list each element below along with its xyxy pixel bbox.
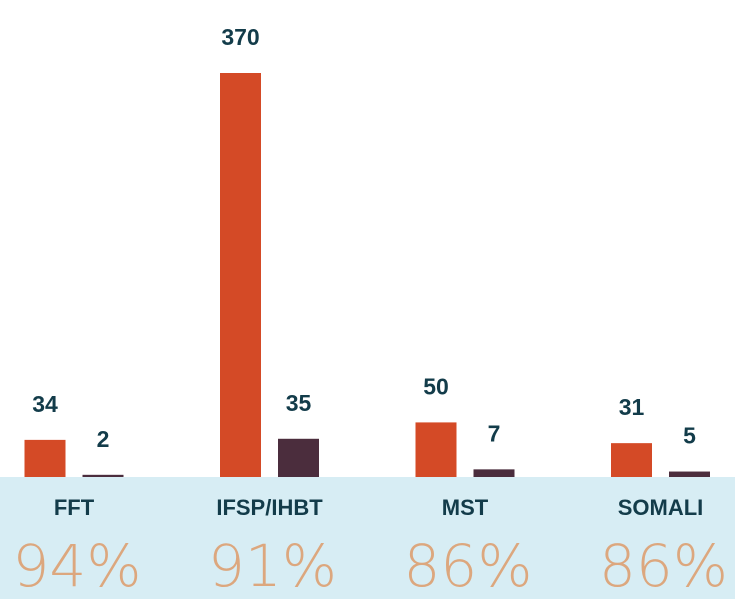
- bar: [278, 438, 319, 477]
- bar: [669, 471, 710, 477]
- label-band: [0, 477, 735, 599]
- bar: [473, 469, 515, 477]
- data-label: 31: [619, 394, 645, 420]
- bar: [611, 443, 652, 477]
- data-label: 50: [423, 373, 449, 399]
- data-label: 2: [97, 426, 110, 452]
- bar: [82, 474, 124, 477]
- percent-label: 86%: [599, 532, 728, 599]
- bar: [220, 73, 261, 477]
- percent-label: 86%: [404, 532, 533, 599]
- bar: [24, 439, 66, 477]
- data-label: 370: [221, 24, 259, 50]
- category-label: SOMALI: [618, 495, 704, 520]
- bar: [415, 422, 457, 477]
- category-label: MST: [442, 495, 489, 520]
- percent-label: 94%: [13, 532, 142, 599]
- percent-label: 91%: [208, 532, 337, 599]
- category-label: IFSP/IHBT: [216, 495, 323, 520]
- data-label: 7: [488, 420, 501, 446]
- data-label: 35: [286, 390, 312, 416]
- data-label: 5: [683, 423, 696, 449]
- category-label: FFT: [54, 495, 95, 520]
- data-label: 34: [32, 391, 58, 417]
